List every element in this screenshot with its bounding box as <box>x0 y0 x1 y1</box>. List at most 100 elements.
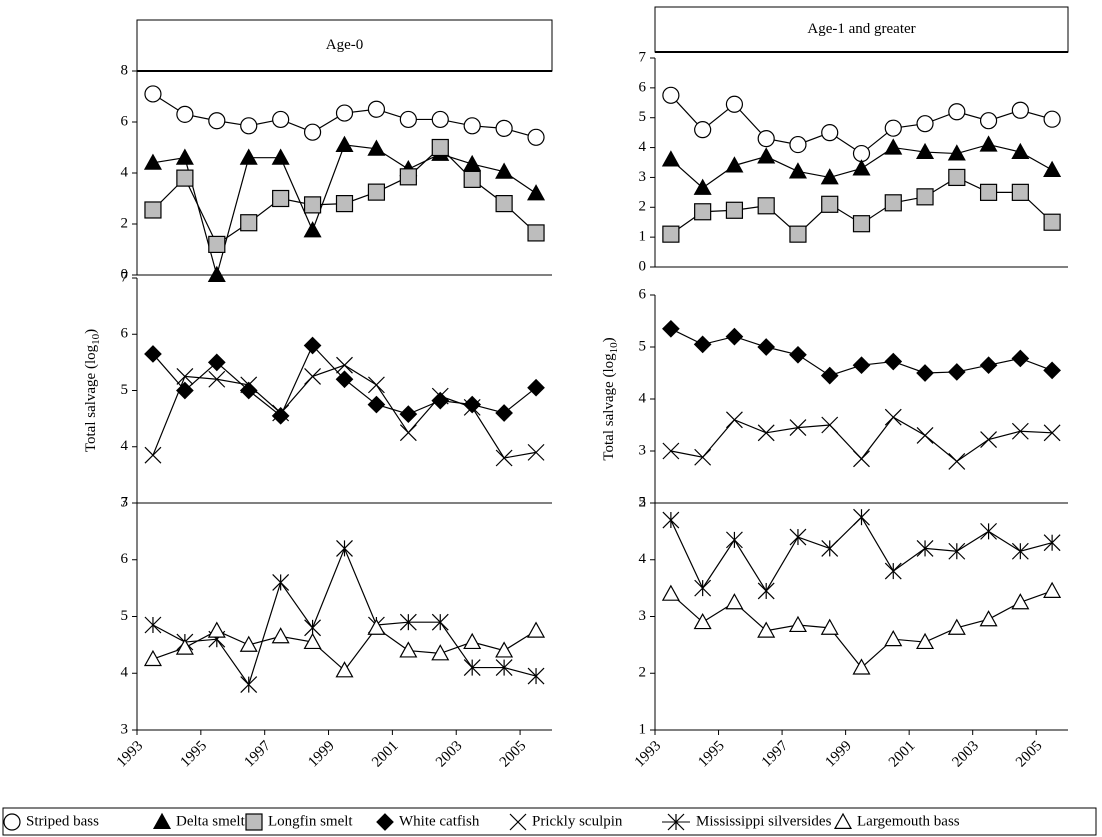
marker <box>884 119 902 137</box>
marker <box>980 431 998 448</box>
marker <box>789 345 807 364</box>
marker-shape <box>979 610 998 627</box>
marker <box>367 139 386 156</box>
marker <box>694 579 712 597</box>
marker-shape <box>693 335 712 354</box>
marker <box>527 224 545 242</box>
marker <box>463 154 482 172</box>
marker <box>820 366 839 385</box>
marker <box>1043 160 1062 177</box>
marker-shape <box>303 221 322 238</box>
marker <box>916 426 934 444</box>
marker-shape <box>693 612 712 630</box>
marker-shape <box>272 404 290 422</box>
marker-shape <box>527 621 546 638</box>
marker <box>789 225 807 243</box>
marker <box>335 661 354 678</box>
marker-shape <box>725 327 744 346</box>
x-tick-label: 2005 <box>497 738 530 771</box>
marker <box>272 110 290 129</box>
marker-shape <box>399 405 418 423</box>
marker <box>1011 422 1029 440</box>
y-axis-label-sub: 10 <box>90 333 102 345</box>
marker <box>207 265 226 282</box>
y-tick-label: 0 <box>121 266 129 282</box>
marker <box>208 370 226 388</box>
marker-shape <box>239 635 258 652</box>
marker-shape <box>272 110 290 129</box>
marker-shape <box>207 353 226 372</box>
y-tick-label: 0 <box>639 258 647 274</box>
legend-marker <box>376 813 394 831</box>
marker-shape <box>662 86 680 104</box>
marker <box>240 214 258 232</box>
marker <box>495 641 514 658</box>
marker-shape <box>884 629 903 647</box>
y-tick-label: 6 <box>121 551 129 567</box>
marker-shape <box>694 203 712 221</box>
marker <box>948 103 966 121</box>
marker <box>367 395 386 414</box>
marker <box>694 448 712 466</box>
legend-marker <box>152 812 172 830</box>
marker <box>853 508 870 526</box>
marker <box>947 618 966 635</box>
marker-shape <box>916 115 934 133</box>
marker <box>495 449 513 467</box>
marker-shape <box>152 812 172 830</box>
marker-shape <box>884 408 902 426</box>
y-tick-label: 2 <box>639 494 647 510</box>
marker-shape <box>463 170 481 188</box>
marker-shape <box>694 121 712 139</box>
marker <box>144 201 162 219</box>
marker <box>367 100 386 118</box>
marker-shape <box>916 188 934 206</box>
marker-shape <box>495 119 513 137</box>
marker-shape <box>1043 361 1061 380</box>
marker-shape <box>1011 422 1029 440</box>
marker-shape <box>303 196 322 214</box>
marker <box>980 522 998 540</box>
marker-shape <box>245 813 263 831</box>
marker <box>948 168 966 187</box>
marker <box>367 183 386 201</box>
marker-shape <box>367 100 386 118</box>
marker-shape <box>1043 160 1062 177</box>
marker <box>661 584 680 601</box>
marker <box>948 542 966 560</box>
marker <box>916 539 934 557</box>
marker <box>821 195 839 213</box>
marker-shape <box>367 183 386 201</box>
marker-shape <box>176 169 194 187</box>
marker-shape <box>431 387 449 405</box>
marker-shape <box>916 632 935 650</box>
marker-shape <box>527 184 546 201</box>
marker-shape <box>853 450 870 468</box>
marker-shape <box>725 156 744 173</box>
marker-shape <box>431 644 450 661</box>
marker <box>399 613 417 631</box>
y-tick-label: 5 <box>121 382 129 398</box>
marker <box>431 110 449 129</box>
marker <box>144 85 162 103</box>
marker-shape <box>662 225 680 243</box>
marker <box>662 225 680 243</box>
marker-shape <box>271 148 290 165</box>
series-line <box>670 590 1053 669</box>
marker <box>303 336 322 355</box>
marker <box>852 159 871 176</box>
y-axis-label-part: Total salvage (log <box>83 344 99 452</box>
marker <box>399 405 418 423</box>
marker-shape <box>884 119 902 137</box>
marker-shape <box>463 395 482 414</box>
marker-shape <box>884 138 903 155</box>
marker <box>463 395 482 414</box>
marker-shape <box>144 446 162 464</box>
marker <box>495 195 513 213</box>
legend-marker <box>509 813 527 831</box>
y-axis-label-sub: 10 <box>608 342 620 354</box>
legend-label: White catfish <box>399 813 480 829</box>
x-tick-label: 1997 <box>241 738 274 771</box>
y-tick-label: 6 <box>639 79 647 95</box>
marker-shape <box>303 336 322 355</box>
